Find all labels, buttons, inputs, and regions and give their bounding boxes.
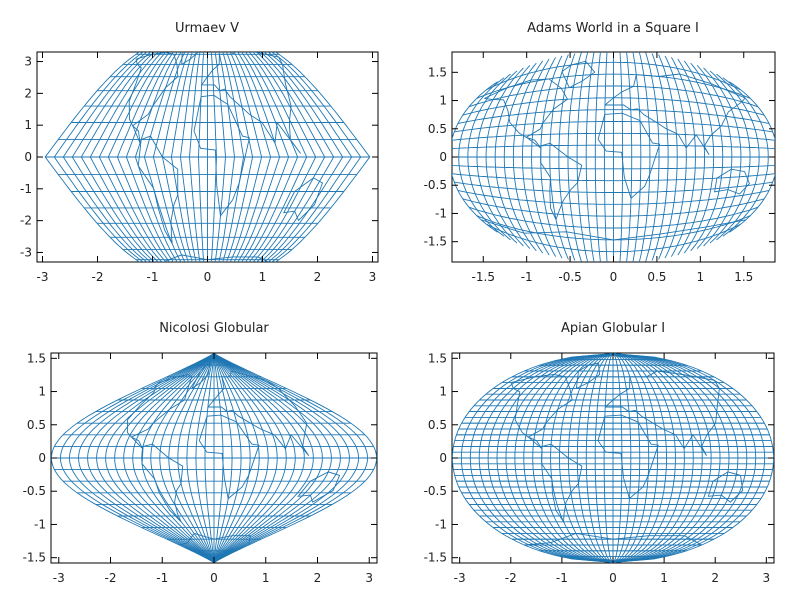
chart-title: Nicolosi Globular — [159, 321, 269, 336]
coastline — [284, 178, 323, 221]
panel-nicolosi-globular: Nicolosi Globular -3 -2 -1 0 1 2 3 -1.5 -1 -0.5 0 0… — [23, 321, 377, 585]
y-tick-label: -1 — [34, 517, 46, 531]
y-tick-label: -1.5 — [23, 551, 46, 565]
coastline — [605, 371, 719, 456]
x-tick-label: 3 — [369, 270, 377, 284]
x-tick-label: -1.5 — [472, 270, 495, 284]
y-tick-label: 0 — [439, 150, 447, 164]
panel-urmaev-v: Urmaev V -3 -2 -1 0 1 2 3 -3 -2 -1 0 1 2 3 — [20, 21, 378, 284]
x-tick-label: 3 — [365, 571, 373, 585]
coastline — [715, 169, 750, 194]
x-tick-label: 1 — [660, 571, 668, 585]
y-tick-label: -2 — [20, 214, 32, 228]
x-tick-label: 0 — [204, 270, 212, 284]
coastlines — [481, 61, 749, 240]
y-tick-label: 0.5 — [428, 122, 447, 136]
x-tick-label: -3 — [37, 270, 49, 284]
y-tick-label: 2 — [24, 86, 32, 100]
panel-adams-world-in-a-square-i: Adams World in a Square I -1.5 -1 -0.5 0 0.5… — [424, 21, 778, 284]
x-tick-label: -1 — [156, 571, 168, 585]
panel-apian-globular-i: Apian Globular I -3 -2 -1 0 1 2 3 -1.5 -1 -0.5 0 0.… — [424, 321, 774, 585]
coastline — [202, 50, 301, 153]
x-tick-label: -1 — [147, 270, 159, 284]
chart-title: Urmaev V — [175, 21, 239, 36]
y-tick-label: 1 — [439, 94, 447, 108]
x-tick-label: -2 — [92, 270, 104, 284]
x-tick-label: -0.5 — [558, 270, 581, 284]
y-tick-label: 3 — [24, 55, 32, 69]
x-tick-label: -1 — [521, 270, 533, 284]
y-tick-label: -0.5 — [23, 484, 46, 498]
coastline — [598, 415, 658, 499]
x-tick-label: -3 — [454, 571, 466, 585]
x-tick-label: 0 — [609, 571, 617, 585]
y-tick-label: 1.5 — [428, 351, 447, 365]
x-tick-label: 1 — [697, 270, 705, 284]
x-tick-label: 0 — [610, 270, 618, 284]
y-tick-label: 0 — [24, 150, 32, 164]
coastline — [541, 143, 582, 219]
graticule — [51, 354, 376, 563]
x-tick-label: 3 — [763, 571, 771, 585]
chart-title: Apian Globular I — [561, 321, 665, 336]
graticule — [452, 354, 773, 563]
axis-ticks: -3 -2 -1 0 1 2 3 -1.5 -1 -0.5 0 0.5 1 1.5 — [424, 351, 774, 585]
y-tick-label: 0 — [38, 451, 46, 465]
y-tick-label: -1.5 — [424, 551, 447, 565]
y-tick-label: -1 — [435, 517, 447, 531]
y-tick-label: 1 — [439, 385, 447, 399]
x-tick-label: 0.5 — [647, 270, 666, 284]
y-tick-label: 0.5 — [428, 418, 447, 432]
x-tick-label: 1 — [259, 270, 267, 284]
y-tick-label: -0.5 — [424, 484, 447, 498]
y-tick-label: -1 — [20, 182, 32, 196]
x-tick-label: 2 — [711, 571, 719, 585]
y-tick-label: 1 — [38, 385, 46, 399]
x-tick-label: 0 — [210, 571, 218, 585]
y-tick-label: 0 — [439, 451, 447, 465]
x-tick-label: 1.5 — [734, 270, 753, 284]
x-tick-label: -2 — [105, 571, 117, 585]
y-tick-label: 1.5 — [27, 351, 46, 365]
x-tick-label: -2 — [505, 571, 517, 585]
coastline — [598, 113, 660, 198]
y-tick-label: 0.5 — [27, 418, 46, 432]
y-tick-label: -0.5 — [424, 178, 447, 192]
graticule — [450, 51, 778, 264]
y-tick-label: 1.5 — [428, 65, 447, 79]
x-tick-label: -1 — [556, 571, 568, 585]
x-tick-label: 2 — [314, 270, 322, 284]
x-tick-label: 2 — [314, 571, 322, 585]
y-tick-label: -3 — [20, 245, 32, 259]
y-tick-label: -1.5 — [424, 235, 447, 249]
y-tick-label: -1 — [435, 206, 447, 220]
x-tick-label: -3 — [53, 571, 65, 585]
x-tick-label: 1 — [262, 571, 270, 585]
chart-title: Adams World in a Square I — [527, 21, 699, 36]
y-tick-label: 1 — [24, 118, 32, 132]
